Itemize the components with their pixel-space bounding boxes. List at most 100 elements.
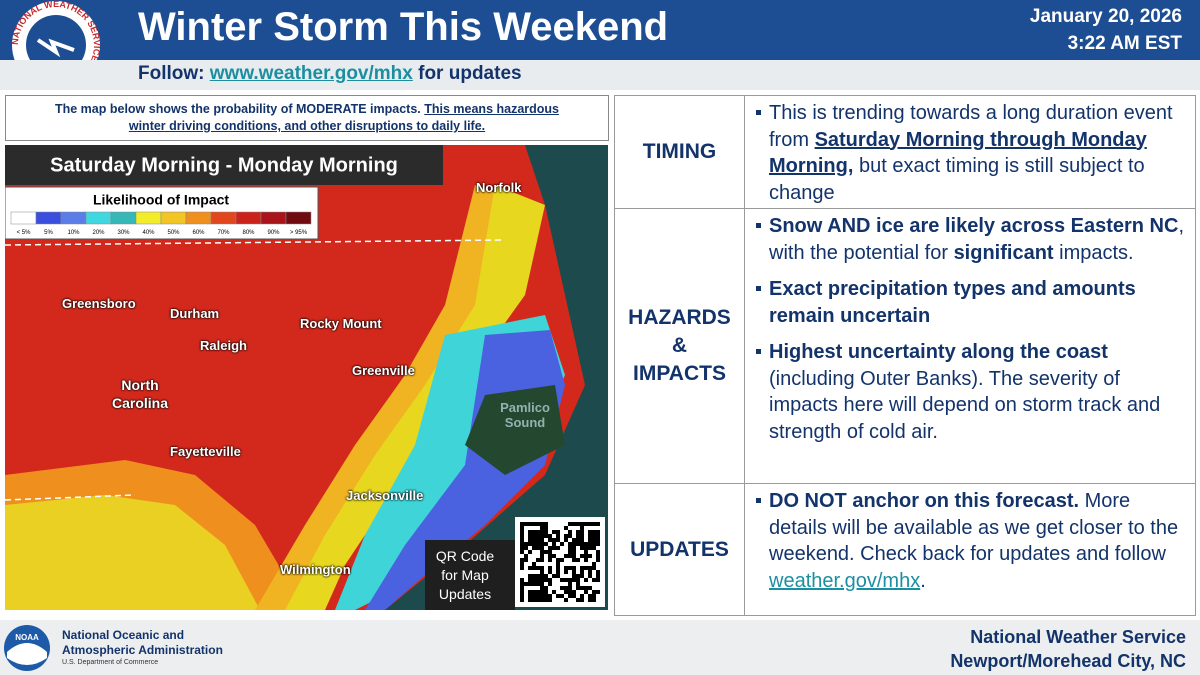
qr-module <box>592 594 596 598</box>
qr-module <box>556 566 560 570</box>
qr-module <box>548 558 552 562</box>
qr-module <box>580 566 584 570</box>
qr-module <box>524 542 528 546</box>
qr-module <box>524 546 528 550</box>
qr-module <box>532 530 536 534</box>
qr-module <box>564 526 568 530</box>
text-strong: Highest uncertainty along the coast <box>769 341 1108 363</box>
qr-module <box>532 590 536 594</box>
qr-module <box>580 530 584 534</box>
qr-module <box>596 578 600 582</box>
logo-bolt <box>36 38 75 58</box>
qr-module <box>572 566 576 570</box>
link[interactable]: weather.gov/mhx <box>769 569 921 592</box>
qr-module <box>588 574 592 578</box>
intro-emphasis: This means hazardous winter driving cond… <box>128 102 560 133</box>
office-line: National Weather Service <box>970 627 1186 647</box>
qr-module <box>580 538 584 542</box>
qr-module <box>520 578 524 582</box>
qr-module <box>580 586 584 590</box>
qr-module <box>524 558 528 562</box>
qr-module <box>528 522 532 526</box>
qr-module <box>560 578 564 582</box>
state-border <box>5 494 136 501</box>
qr-module <box>540 598 544 602</box>
qr-module <box>536 598 540 602</box>
qr-module <box>520 586 524 590</box>
qr-module <box>568 550 572 554</box>
qr-module <box>552 554 556 558</box>
qr-module <box>536 530 540 534</box>
qr-module <box>548 554 552 558</box>
qr-module <box>592 566 596 570</box>
qr-module <box>592 522 596 526</box>
qr-module <box>532 578 536 582</box>
qr-module <box>540 550 544 554</box>
ocean <box>385 145 608 610</box>
legend-swatch <box>285 211 312 225</box>
qr-module <box>536 594 540 598</box>
follow-link[interactable]: www.weather.gov/mhx <box>209 63 413 84</box>
qr-module <box>576 534 580 538</box>
qr-pattern <box>520 522 600 602</box>
qr-module <box>564 566 568 570</box>
qr-module <box>540 594 544 598</box>
place-label: Rocky Mount <box>300 316 382 331</box>
qr-module <box>548 594 552 598</box>
qr-module <box>576 574 580 578</box>
qr-module <box>520 594 524 598</box>
qr-module <box>520 534 524 538</box>
qr-module <box>552 590 556 594</box>
text: This is trending towards a long duration… <box>769 102 1173 151</box>
qr-module <box>552 542 556 546</box>
text: but exact timing is still subject to cha… <box>769 155 1145 204</box>
subheader <box>0 60 1200 90</box>
qr-module <box>520 522 524 526</box>
place-label: Raleigh <box>200 338 247 353</box>
map-intro: The map below shows the probability of M… <box>5 95 609 141</box>
qr-module <box>540 578 544 582</box>
qr-module <box>540 570 544 574</box>
qr-module <box>520 590 524 594</box>
qr-module <box>560 542 564 546</box>
qr-module <box>588 534 592 538</box>
qr-module <box>592 562 596 566</box>
qr-module <box>524 554 528 558</box>
qr-module <box>528 578 532 582</box>
qr-module <box>536 578 540 582</box>
qr-module <box>576 522 580 526</box>
legend-label: 80% <box>242 230 255 236</box>
qr-module <box>584 566 588 570</box>
qr-module <box>540 538 544 542</box>
qr-module <box>544 586 548 590</box>
qr-module <box>520 566 524 570</box>
qr-module <box>584 586 588 590</box>
qr-module <box>572 546 576 550</box>
text: More details will be available as we get… <box>769 490 1179 565</box>
qr-module <box>584 578 588 582</box>
qr-module <box>536 590 540 594</box>
legend-label: 5% <box>44 230 53 236</box>
qr-module <box>540 530 544 534</box>
qr-module <box>528 590 532 594</box>
office: National Weather Service Newport/Morehead… <box>950 625 1186 673</box>
qr-module <box>536 534 540 538</box>
qr-module <box>568 522 572 526</box>
label-line: TIMING <box>642 140 717 163</box>
qr-module <box>536 582 540 586</box>
legend-label: > 95% <box>290 230 308 236</box>
qr-module <box>592 542 596 546</box>
qr-module <box>548 598 552 602</box>
qr-module <box>568 590 572 594</box>
legend-swatch <box>210 211 237 225</box>
qr-module <box>524 582 528 586</box>
qr-module <box>520 546 524 550</box>
qr-module <box>540 554 544 558</box>
place-label: Norfolk <box>476 180 522 195</box>
qr-module <box>580 574 584 578</box>
qr-module <box>580 598 584 602</box>
qr-module <box>584 558 588 562</box>
qr-module <box>528 534 532 538</box>
legend-label: 40% <box>142 230 155 236</box>
qr-module <box>564 578 568 582</box>
